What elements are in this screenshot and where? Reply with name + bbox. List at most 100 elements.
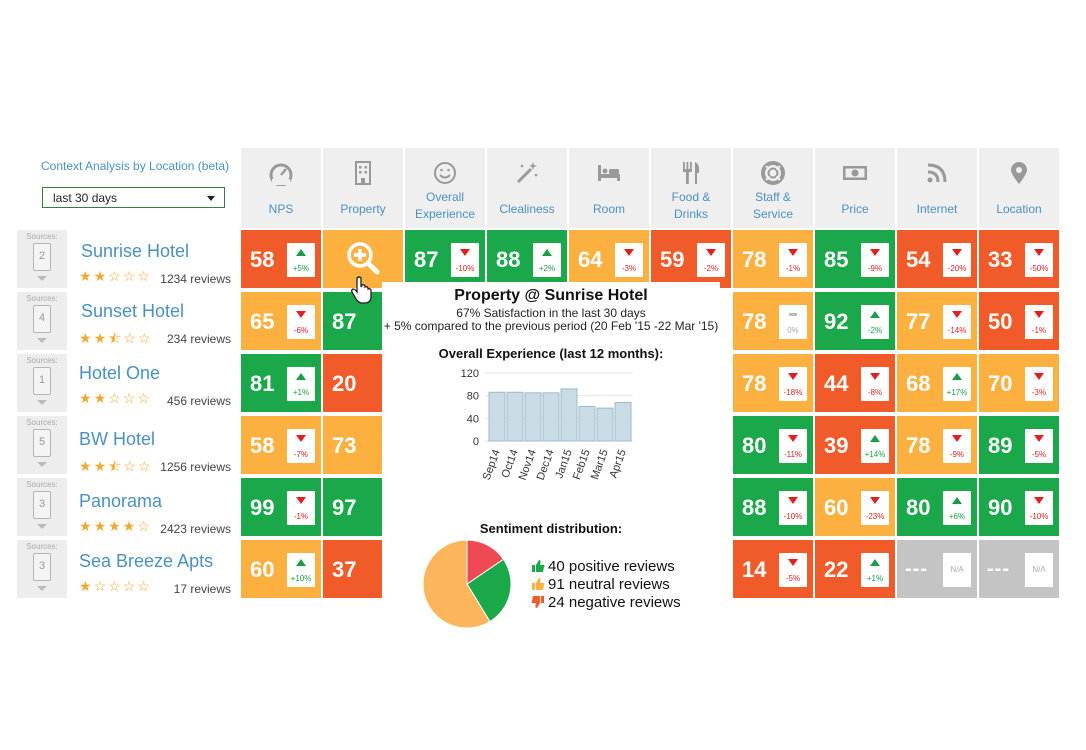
score-cell-staff[interactable]: 80 -11% [733,416,813,474]
score-cell-location[interactable]: 50 -1% [979,292,1059,350]
star-icon: ☆ [108,268,123,284]
delta-value: -3% [621,264,637,273]
column-header-location[interactable]: Location [979,148,1059,228]
score-cell-staff[interactable]: 14 -5% [733,540,813,598]
delta-badge: -8% [861,367,889,401]
star-icon: ☆ [93,578,109,594]
bar [578,405,596,442]
score-cell-nps[interactable]: 99 -1% [241,478,321,536]
score-cell-internet[interactable]: 80 +6% [897,478,977,536]
delta-value: -6% [293,326,309,335]
delta-value: -11% [783,450,803,459]
hotel-name-link[interactable]: BW Hotel [79,429,156,449]
chevron-down-icon [37,400,47,405]
column-header-staff[interactable]: Staff & Service [733,148,813,228]
star-rating: ★★⯪☆☆ [79,328,153,352]
hotel-name-link[interactable]: Sunrise Hotel [81,241,190,261]
hotel-name-link[interactable]: Panorama [79,491,163,511]
sources-selector[interactable]: Sources: 5 [17,416,67,474]
score-value: 97 [332,495,357,520]
score-cell-price[interactable]: 85 -9% [815,230,895,288]
score-cell-price[interactable]: 39 +14% [815,416,895,474]
hotel-name-link[interactable]: Sea Breeze Apts [79,551,214,571]
star-icon: ☆ [137,578,152,594]
score-cell-price[interactable]: 22 +1% [815,540,895,598]
star-icon: ☆ [122,578,138,594]
delta-badge: -10% [1025,491,1053,525]
column-header-nps[interactable]: NPS [241,148,321,228]
score-cell-location[interactable]: 90 -10% [979,478,1059,536]
hotel-name-link[interactable]: Hotel One [79,363,161,383]
delta-badge: -5% [1025,429,1053,463]
star-icon: ★ [93,268,109,284]
banknote-icon [815,160,895,186]
score-cell-internet[interactable]: --- N/A [897,540,977,598]
score-cell-price[interactable]: 60 -23% [815,478,895,536]
score-cell-staff[interactable]: 88 -10% [733,478,813,536]
score-value: 99 [250,495,275,520]
sources-label: Sources: [26,480,58,489]
tooltip-chart-title: Overall Experience (last 12 months): [438,346,664,361]
score-cell-staff[interactable]: 78 -1% [733,230,813,288]
score-value: 92 [824,309,849,334]
score-cell-nps[interactable]: 65 -6% [241,292,321,350]
score-cell-location[interactable]: --- N/A [979,540,1059,598]
arrow-up-icon [952,373,962,380]
column-header-price[interactable]: Price [815,148,895,228]
score-cell-location[interactable]: 33 -50% [979,230,1059,288]
pie-slice-positive [466,558,512,623]
score-cell-food[interactable]: 59 -2% [651,230,731,288]
legend-neutral: 91 neutral reviews [531,576,670,593]
sources-selector[interactable]: Sources: 3 [17,478,67,536]
score-cell-internet[interactable]: 77 -14% [897,292,977,350]
column-header-room[interactable]: Room [569,148,649,228]
score-value: 81 [250,371,275,396]
column-header-food[interactable]: Food & Drinks [651,148,731,228]
column-header-overall[interactable]: Overall Experience [405,148,485,228]
score-cell-internet[interactable]: 54 -20% [897,230,977,288]
score-cell-room[interactable]: 64 -3% [569,230,649,288]
score-cell-internet[interactable]: 68 +17% [897,354,977,412]
arrow-up-icon [296,249,306,256]
delta-value: -50% [1029,264,1049,273]
delta-value: -2% [867,326,883,335]
score-cell-overall[interactable]: 87 -10% [405,230,485,288]
column-header-property[interactable]: Property [323,148,403,228]
hand-pointer-icon [351,276,372,304]
score-cell-internet[interactable]: 78 -9% [897,416,977,474]
column-header-internet[interactable]: Internet [897,148,977,228]
sources-selector[interactable]: Sources: 1 [17,354,67,412]
score-cell-nps[interactable]: 58 -7% [241,416,321,474]
property-cell-zoom[interactable] [323,230,403,288]
delta-badge: -2% [861,305,889,339]
delta-value: -9% [867,264,883,273]
score-cell-location[interactable]: 70 -3% [979,354,1059,412]
score-cell-staff[interactable]: 78 -18% [733,354,813,412]
delta-badge: -18% [779,367,807,401]
score-cell-nps[interactable]: 81 +1% [241,354,321,412]
delta-value: -1% [785,264,801,273]
chevron-down-icon [37,586,47,591]
delta-value: -14% [947,326,967,335]
delta-badge: -3% [615,243,643,277]
hotel-name-link[interactable]: Sunset Hotel [81,301,185,321]
score-cell-price[interactable]: 44 -8% [815,354,895,412]
sources-label: Sources: [26,418,58,427]
delta-badge: +17% [943,367,971,401]
score-cell-price[interactable]: 92 -2% [815,292,895,350]
delta-badge: -9% [943,429,971,463]
bar [506,391,524,442]
score-value: 88 [742,495,767,520]
star-icon: ★ [93,330,109,346]
score-cell-staff[interactable]: 78 0% [733,292,813,350]
period-select[interactable]: last 30 days [42,187,225,208]
column-header-cleanliness[interactable]: Clealiness [487,148,567,228]
score-cell-nps[interactable]: 60 +10% [241,540,321,598]
sources-selector[interactable]: Sources: 2 [17,230,67,288]
sources-selector[interactable]: Sources: 4 [17,292,67,350]
score-cell-cleanliness[interactable]: 88 +2% [487,230,567,288]
building-icon [323,160,403,186]
sources-selector[interactable]: Sources: 3 [17,540,67,598]
score-cell-location[interactable]: 89 -5% [979,416,1059,474]
score-cell-nps[interactable]: 58 +5% [241,230,321,288]
